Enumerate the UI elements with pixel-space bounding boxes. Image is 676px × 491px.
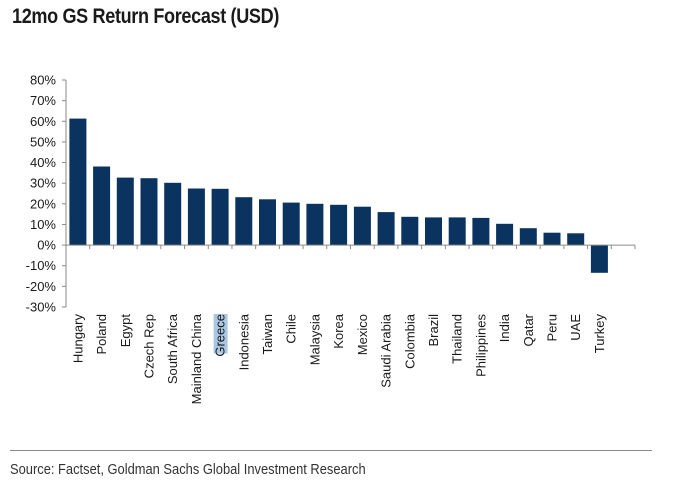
category-label: Chile xyxy=(284,314,299,344)
y-tick-label: 30% xyxy=(30,176,56,191)
bar-hungary xyxy=(69,118,87,246)
bar-chile xyxy=(282,202,300,246)
category-label-group: Egypt xyxy=(118,314,133,348)
category-label: Czech Rep xyxy=(142,314,157,378)
category-label-group: South Africa xyxy=(165,313,180,384)
category-label-group: Indonesia xyxy=(236,313,251,370)
category-label-group: Korea xyxy=(331,313,346,348)
category-label: Peru xyxy=(545,314,560,341)
category-label-group: Czech Rep xyxy=(142,314,157,378)
bar-qatar xyxy=(519,228,537,246)
chart-title: 12mo GS Return Forecast (USD) xyxy=(12,5,280,28)
source-note: Source: Factset, Goldman Sachs Global In… xyxy=(10,461,366,478)
category-label-group: Taiwan xyxy=(260,314,275,354)
bar-uae xyxy=(567,233,585,246)
category-label: Malaysia xyxy=(307,313,322,365)
category-labels: Hungary Poland Egypt Czech Rep South Africa M… xyxy=(70,313,607,404)
y-tick-label: 70% xyxy=(30,93,56,108)
category-label: India xyxy=(497,313,512,342)
bar-chart: 80% 70% 60% 50% 40% 30% 20% 10% 0% -10% -20% -30% H… xyxy=(26,73,636,404)
category-label-group: Colombia xyxy=(402,313,417,369)
bar-indonesia xyxy=(235,197,253,246)
category-label: Mainland China xyxy=(189,313,204,404)
bar-czech-rep xyxy=(140,178,158,246)
x-axis-ticks xyxy=(65,245,636,250)
bar-mainland-china xyxy=(187,188,205,245)
bar-saudi-arabia xyxy=(377,212,395,246)
category-label: Indonesia xyxy=(236,313,251,370)
category-label-group: Malaysia xyxy=(307,313,322,365)
bars xyxy=(69,118,608,273)
bar-mexico xyxy=(353,206,371,246)
category-label: South Africa xyxy=(165,313,180,384)
y-tick-label: 50% xyxy=(30,134,56,149)
category-label-group: Philippines xyxy=(473,314,488,377)
category-label: Brazil xyxy=(426,314,441,347)
bar-taiwan xyxy=(259,199,276,246)
category-label: Greece xyxy=(213,314,228,357)
category-label-group: Mainland China xyxy=(189,313,204,404)
bar-turkey xyxy=(590,245,608,273)
bar-india xyxy=(496,223,514,246)
bar-egypt xyxy=(116,177,134,246)
category-label: Colombia xyxy=(402,313,417,369)
bar-brazil xyxy=(425,217,442,246)
category-label-group: Chile xyxy=(284,314,299,344)
bar-philippines xyxy=(472,217,490,246)
y-tick-label: 40% xyxy=(30,155,56,170)
category-label: Taiwan xyxy=(260,314,275,354)
category-label-group: Qatar xyxy=(521,313,536,346)
category-label: Korea xyxy=(331,313,346,348)
bar-thailand xyxy=(448,217,466,246)
category-label-group: India xyxy=(497,313,512,342)
category-label: Qatar xyxy=(521,313,536,346)
category-label-group: Hungary xyxy=(70,314,85,364)
y-tick-label: -30% xyxy=(26,300,57,315)
category-label-group: UAE xyxy=(568,314,583,341)
y-tick-label: 0% xyxy=(37,238,56,253)
category-label-group: Peru xyxy=(545,314,560,341)
category-label-group: Turkey xyxy=(592,314,607,354)
category-label: UAE xyxy=(568,314,583,341)
category-label: Hungary xyxy=(70,314,85,364)
category-label: Turkey xyxy=(592,314,607,354)
category-label-group: Greece xyxy=(213,314,228,357)
bar-peru xyxy=(543,232,561,246)
category-label-group: Saudi Arabia xyxy=(379,313,394,387)
bar-malaysia xyxy=(306,203,324,246)
category-label-group: Thailand xyxy=(450,314,465,364)
y-tick-label: 20% xyxy=(30,196,56,211)
category-label: Egypt xyxy=(118,314,133,348)
category-label-group: Brazil xyxy=(426,314,441,347)
bar-poland xyxy=(93,166,111,246)
category-label: Poland xyxy=(94,314,109,354)
category-label: Mexico xyxy=(355,314,370,355)
bar-south-africa xyxy=(164,182,182,246)
bar-colombia xyxy=(401,216,419,246)
y-tick-label: 60% xyxy=(30,114,56,129)
category-label: Thailand xyxy=(450,314,465,364)
y-tick-label: -20% xyxy=(26,279,57,294)
bar-greece xyxy=(211,188,229,246)
y-tick-label: 10% xyxy=(30,217,56,232)
footer-divider xyxy=(10,450,652,451)
category-label-group: Mexico xyxy=(355,314,370,355)
category-label-group: Poland xyxy=(94,314,109,354)
category-label: Saudi Arabia xyxy=(379,313,394,387)
text-selection-highlight xyxy=(213,314,228,354)
category-label: Philippines xyxy=(473,314,488,377)
bar-korea xyxy=(330,204,348,245)
y-tick-label: 80% xyxy=(30,73,56,88)
y-axis-ticks: 80% 70% 60% 50% 40% 30% 20% 10% 0% -10% -20% -30% xyxy=(26,73,66,315)
y-tick-label: -10% xyxy=(26,258,57,273)
